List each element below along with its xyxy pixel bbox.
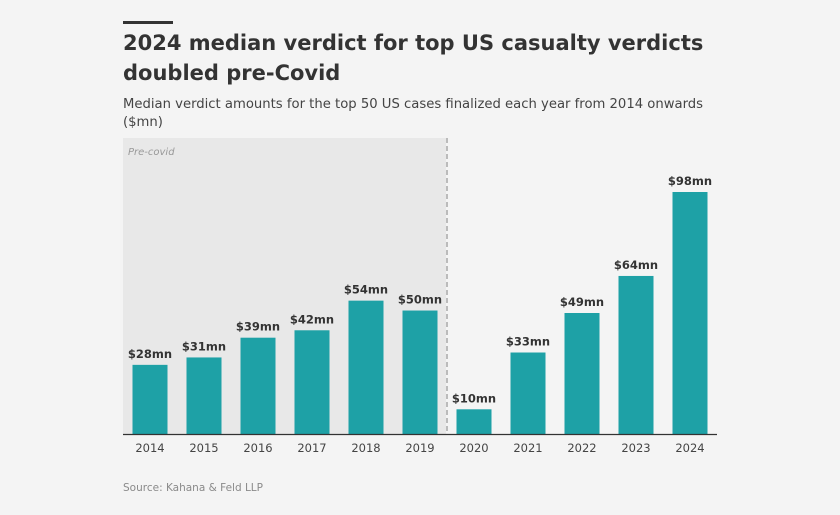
data-label-2021: $33mn bbox=[506, 335, 550, 349]
source-note: Source: Kahana & Feld LLP bbox=[123, 482, 263, 494]
bar-2015 bbox=[186, 357, 222, 434]
data-label-2023: $64mn bbox=[614, 258, 658, 272]
bar-2017 bbox=[294, 330, 330, 434]
x-tick-label-2020: 2020 bbox=[459, 441, 488, 455]
chart-title: 2024 median verdict for top US casualty … bbox=[123, 31, 704, 85]
bar-2022 bbox=[564, 313, 600, 434]
bar-2020 bbox=[456, 409, 492, 434]
bar-2014 bbox=[132, 364, 168, 434]
bar-2021 bbox=[510, 352, 546, 434]
data-label-2024: $98mn bbox=[668, 174, 712, 188]
bar-2023 bbox=[618, 275, 654, 434]
x-tick-label-2017: 2017 bbox=[297, 441, 326, 455]
pre-covid-label: Pre-covid bbox=[128, 147, 175, 158]
bars-group bbox=[132, 192, 708, 434]
bar-2016 bbox=[240, 337, 276, 434]
data-label-2020: $10mn bbox=[452, 391, 496, 405]
x-tick-label-2022: 2022 bbox=[567, 441, 596, 455]
x-tick-label-2018: 2018 bbox=[351, 441, 380, 455]
x-tick-label-2023: 2023 bbox=[621, 441, 650, 455]
data-label-2017: $42mn bbox=[290, 312, 334, 326]
x-tick-label-2016: 2016 bbox=[243, 441, 272, 455]
x-tick-label-2019: 2019 bbox=[405, 441, 434, 455]
data-label-2016: $39mn bbox=[236, 320, 280, 334]
data-label-2018: $54mn bbox=[344, 283, 388, 297]
x-tick-label-2015: 2015 bbox=[189, 441, 218, 455]
data-label-2015: $31mn bbox=[182, 339, 226, 353]
bar-2024 bbox=[672, 192, 708, 434]
data-label-2022: $49mn bbox=[560, 295, 604, 309]
data-label-2019: $50mn bbox=[398, 293, 442, 307]
chart-subtitle: Median verdict amounts for the top 50 US… bbox=[123, 97, 704, 130]
title-accent-rule bbox=[123, 21, 173, 24]
pre-covid-shaded-region bbox=[123, 138, 446, 434]
bar-2018 bbox=[348, 300, 384, 434]
bar-2019 bbox=[402, 310, 438, 434]
x-tick-label-2021: 2021 bbox=[513, 441, 542, 455]
data-labels-group: $28mn $31mn $39mn $42mn $54mn $50mn $10mn $33mn… bbox=[128, 174, 712, 405]
x-tick-label-2014: 2014 bbox=[135, 441, 164, 455]
x-tick-labels-group: 2014 2015 2016 2017 2018 2019 2020 2021 2022 2023… bbox=[135, 441, 704, 455]
data-label-2014: $28mn bbox=[128, 347, 172, 361]
x-tick-label-2024: 2024 bbox=[675, 441, 704, 455]
